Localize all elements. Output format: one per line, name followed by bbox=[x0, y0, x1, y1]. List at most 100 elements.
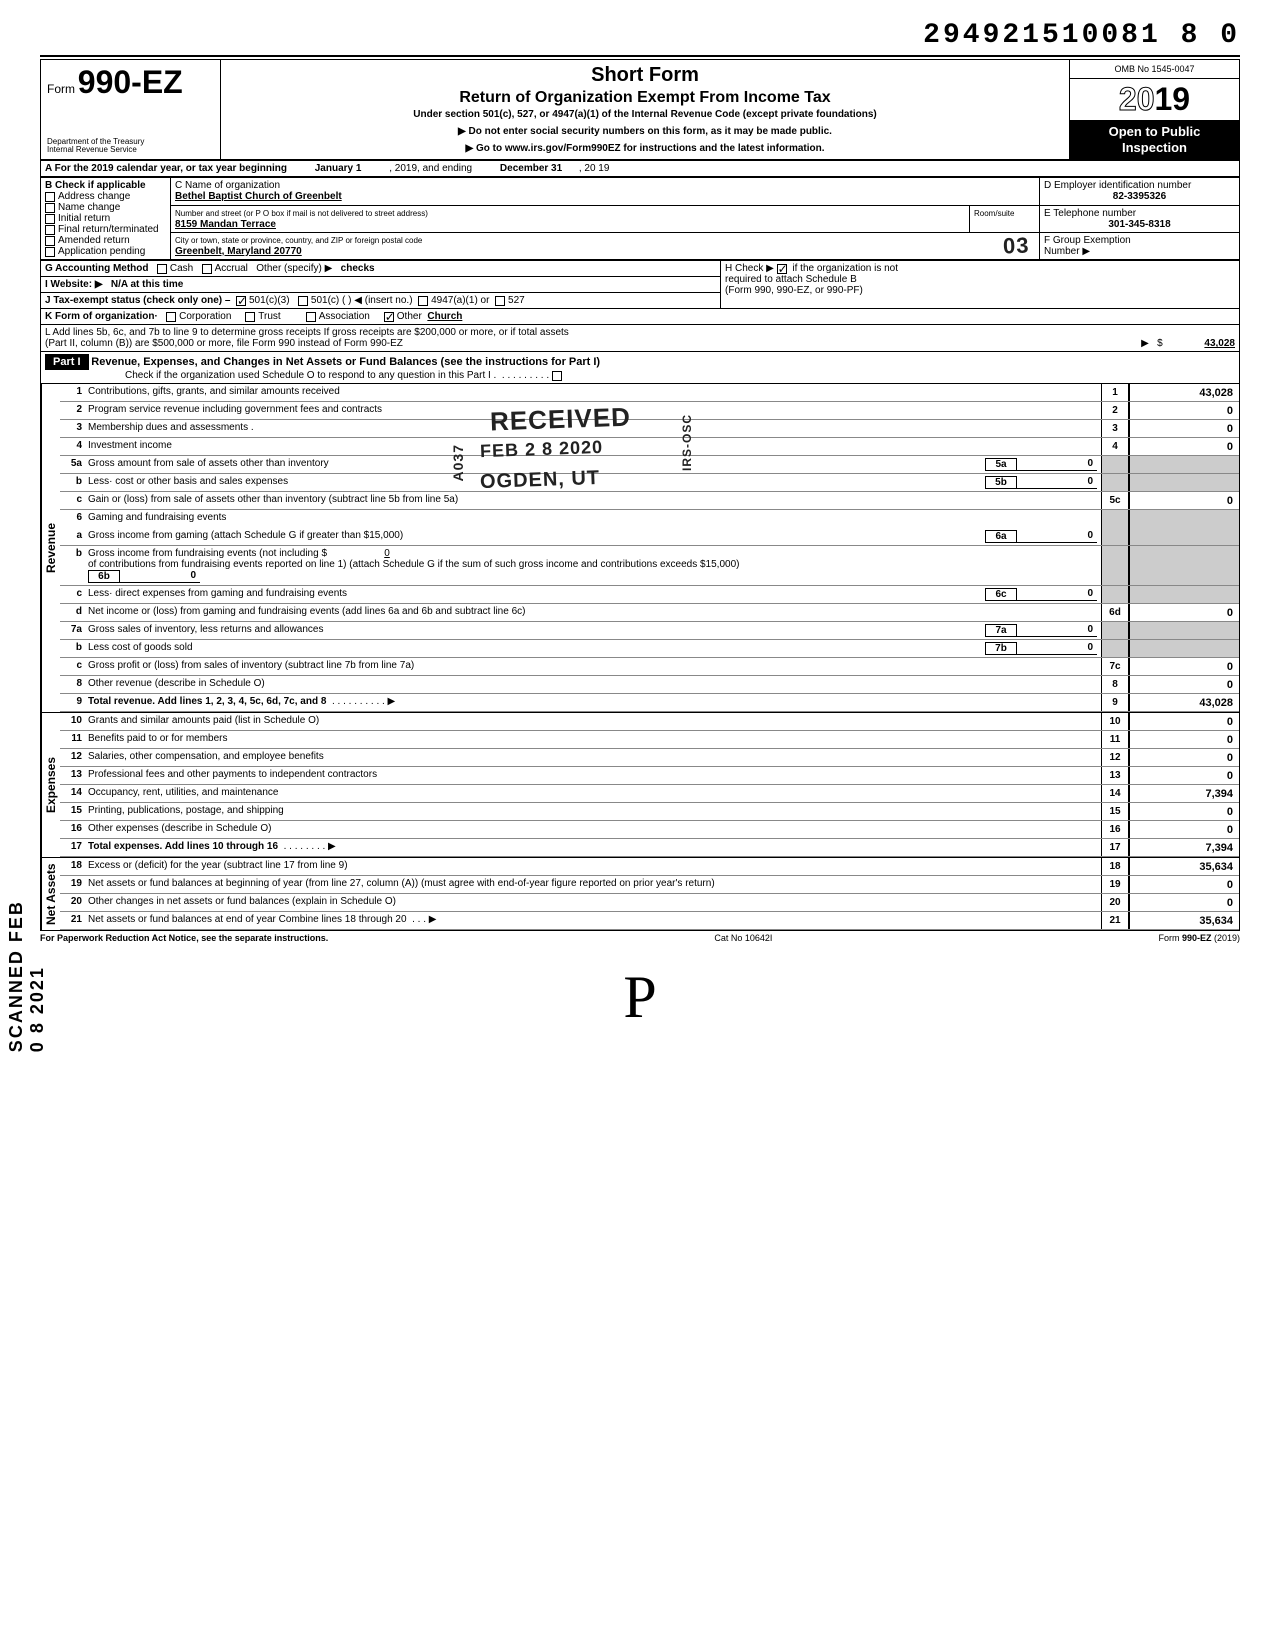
ln1-num: 1 bbox=[60, 384, 88, 401]
ln13-num: 13 bbox=[60, 767, 88, 784]
row-h-text: H Check ▶ bbox=[725, 263, 774, 274]
org-name: Bethel Baptist Church of Greenbelt bbox=[175, 191, 342, 202]
ln6b-mamt: 0 bbox=[120, 570, 200, 583]
row-a-end: December 31 bbox=[500, 163, 562, 174]
chk-4947[interactable] bbox=[418, 296, 428, 306]
ln9-box: 9 bbox=[1101, 694, 1129, 711]
street: 8159 Mandan Terrace bbox=[175, 219, 276, 230]
chk-501c[interactable] bbox=[298, 296, 308, 306]
chk-schedule-b[interactable] bbox=[777, 264, 787, 274]
ln7a-text: Gross sales of inventory, less returns a… bbox=[88, 624, 985, 637]
ln11-box: 11 bbox=[1101, 731, 1129, 748]
opt-trust: Trust bbox=[258, 311, 280, 322]
ln6d-text: Net income or (loss) from gaming and fun… bbox=[88, 604, 1101, 621]
ln8-text: Other revenue (describe in Schedule O) bbox=[88, 676, 1101, 693]
ln6d-box: 6d bbox=[1101, 604, 1129, 621]
room-label: Room/suite bbox=[974, 209, 1014, 218]
ln18-num: 18 bbox=[60, 858, 88, 875]
ln9-text: Total revenue. Add lines 1, 2, 3, 4, 5c,… bbox=[88, 696, 326, 707]
chk-527[interactable] bbox=[495, 296, 505, 306]
footer-left: For Paperwork Reduction Act Notice, see … bbox=[40, 933, 328, 943]
ln6b-num: b bbox=[60, 546, 88, 585]
chk-initial[interactable] bbox=[45, 214, 55, 224]
chk-address-change[interactable] bbox=[45, 192, 55, 202]
opt-527: 527 bbox=[508, 295, 525, 306]
ln6c-box2 bbox=[1101, 586, 1129, 603]
ln5a-amt bbox=[1129, 456, 1239, 473]
ln13-text: Professional fees and other payments to … bbox=[88, 767, 1101, 784]
ln7b-amt2 bbox=[1129, 640, 1239, 657]
tax-year: 2019 bbox=[1070, 79, 1239, 120]
chk-cash[interactable] bbox=[157, 264, 167, 274]
chk-accrual[interactable] bbox=[202, 264, 212, 274]
ln18-box: 18 bbox=[1101, 858, 1129, 875]
revenue-label: Revenue bbox=[41, 384, 60, 712]
form-header: Form 990-EZ Department of the Treasury I… bbox=[40, 59, 1240, 160]
ln4-amt: 0 bbox=[1129, 438, 1239, 455]
row-k-label: K Form of organization· bbox=[45, 311, 158, 322]
ln6a-box2 bbox=[1101, 528, 1129, 545]
ln7b-mbox: 7b bbox=[985, 642, 1017, 655]
ln19-num: 19 bbox=[60, 876, 88, 893]
footer: For Paperwork Reduction Act Notice, see … bbox=[40, 933, 1240, 943]
chk-pending[interactable] bbox=[45, 247, 55, 257]
instruction-url: ▶ Go to www.irs.gov/Form990EZ for instru… bbox=[229, 143, 1061, 154]
row-d-label: D Employer identification number bbox=[1044, 180, 1191, 191]
ln21-num: 21 bbox=[60, 912, 88, 929]
ln8-amt: 0 bbox=[1129, 676, 1239, 693]
chk-corp[interactable] bbox=[166, 312, 176, 322]
ln20-amt: 0 bbox=[1129, 894, 1239, 911]
ln7c-box: 7c bbox=[1101, 658, 1129, 675]
dept-irs: Internal Revenue Service bbox=[47, 146, 214, 155]
ln6a-mamt: 0 bbox=[1017, 530, 1097, 543]
chk-other-org[interactable] bbox=[384, 312, 394, 322]
opt-4947: 4947(a)(1) or bbox=[431, 295, 489, 306]
opt-501c-insert: ) ◀ (insert no.) bbox=[348, 295, 412, 306]
ln4-text: Investment income bbox=[88, 438, 1101, 455]
chk-amended[interactable] bbox=[45, 236, 55, 246]
street-label: Number and street (or P O box if mail is… bbox=[175, 209, 428, 218]
ln5b-amt bbox=[1129, 474, 1239, 491]
chk-name-change[interactable] bbox=[45, 203, 55, 213]
ln21-text: Net assets or fund balances at end of ye… bbox=[88, 914, 407, 925]
chk-trust[interactable] bbox=[245, 312, 255, 322]
ln12-text: Salaries, other compensation, and employ… bbox=[88, 749, 1101, 766]
opt-amended: Amended return bbox=[58, 235, 130, 246]
chk-schedule-o[interactable] bbox=[552, 371, 562, 381]
ln6-amt bbox=[1129, 510, 1239, 528]
ln7a-mamt: 0 bbox=[1017, 624, 1097, 637]
opt-initial: Initial return bbox=[58, 213, 110, 224]
ln5b-num: b bbox=[60, 474, 88, 491]
top-rule bbox=[40, 55, 1240, 57]
city-label: City or town, state or province, country… bbox=[175, 236, 422, 245]
ln17-amt: 7,394 bbox=[1129, 839, 1239, 856]
ln6b-box2 bbox=[1101, 546, 1129, 585]
ln10-text: Grants and similar amounts paid (list in… bbox=[88, 713, 1101, 730]
ln17-text: Total expenses. Add lines 10 through 16 bbox=[88, 841, 278, 852]
ln1-amt: 43,028 bbox=[1129, 384, 1239, 401]
ln19-amt: 0 bbox=[1129, 876, 1239, 893]
ln7c-amt: 0 bbox=[1129, 658, 1239, 675]
row-a-begin: January 1 bbox=[315, 163, 362, 174]
ln17-num: 17 bbox=[60, 839, 88, 856]
ln16-text: Other expenses (describe in Schedule O) bbox=[88, 821, 1101, 838]
chk-501c3[interactable] bbox=[236, 296, 246, 306]
ln20-text: Other changes in net assets or fund bala… bbox=[88, 894, 1101, 911]
website: N/A at this time bbox=[111, 279, 183, 290]
omb-number: OMB No 1545-0047 bbox=[1070, 60, 1239, 79]
ln9-num: 9 bbox=[60, 694, 88, 711]
ln9-amt: 43,028 bbox=[1129, 694, 1239, 711]
ln12-amt: 0 bbox=[1129, 749, 1239, 766]
phone: 301-345-8318 bbox=[1044, 219, 1235, 230]
row-l-text: L Add lines 5b, 6c, and 7b to line 9 to … bbox=[45, 327, 569, 338]
open-public: Open to Public bbox=[1072, 124, 1237, 140]
ln14-num: 14 bbox=[60, 785, 88, 802]
chk-final[interactable] bbox=[45, 225, 55, 235]
chk-assoc[interactable] bbox=[306, 312, 316, 322]
part-i-check: Check if the organization used Schedule … bbox=[45, 370, 496, 381]
ln14-box: 14 bbox=[1101, 785, 1129, 802]
ln4-box: 4 bbox=[1101, 438, 1129, 455]
ln20-box: 20 bbox=[1101, 894, 1129, 911]
ln16-amt: 0 bbox=[1129, 821, 1239, 838]
row-e-label: E Telephone number bbox=[1044, 208, 1136, 219]
